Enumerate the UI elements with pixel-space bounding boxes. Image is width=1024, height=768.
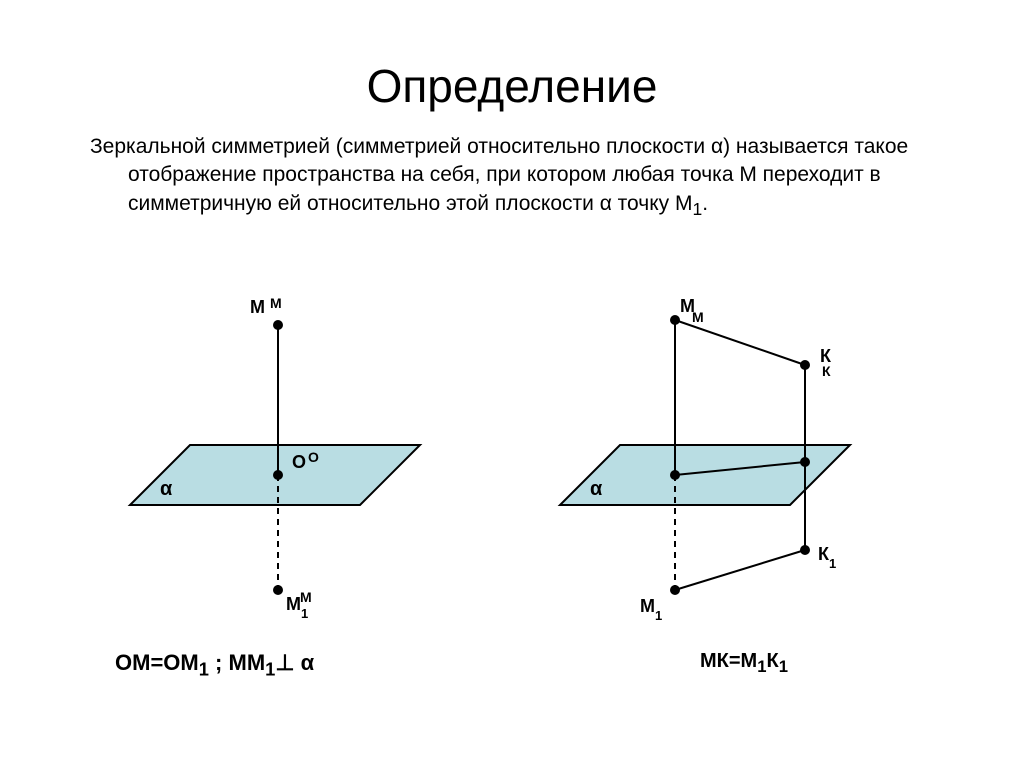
svg-text:М: М xyxy=(250,297,265,317)
slide: Определение Зеркальной симметрией (симме… xyxy=(0,0,1024,768)
diagram-left: αММООМ1М xyxy=(100,290,520,640)
svg-text:α: α xyxy=(590,478,603,500)
equation-left: ОМ=ОМ1 ; ММ1⊥ α xyxy=(115,650,314,680)
equation-right: МК=М1К1 xyxy=(700,650,788,677)
slide-title: Определение xyxy=(0,59,1024,113)
svg-text:К1: К1 xyxy=(818,544,836,571)
diagram-right: αММККМ1К1 xyxy=(540,290,1000,640)
svg-text:М1: М1 xyxy=(640,596,662,623)
definition-text: Зеркальной симметрией (симметрией относи… xyxy=(90,133,968,222)
svg-text:О: О xyxy=(292,452,306,472)
svg-text:α: α xyxy=(160,478,173,500)
svg-text:М: М xyxy=(300,589,312,605)
svg-text:О: О xyxy=(308,449,319,465)
svg-text:М: М xyxy=(270,295,282,311)
svg-text:К: К xyxy=(822,363,831,379)
svg-text:М: М xyxy=(692,309,704,325)
